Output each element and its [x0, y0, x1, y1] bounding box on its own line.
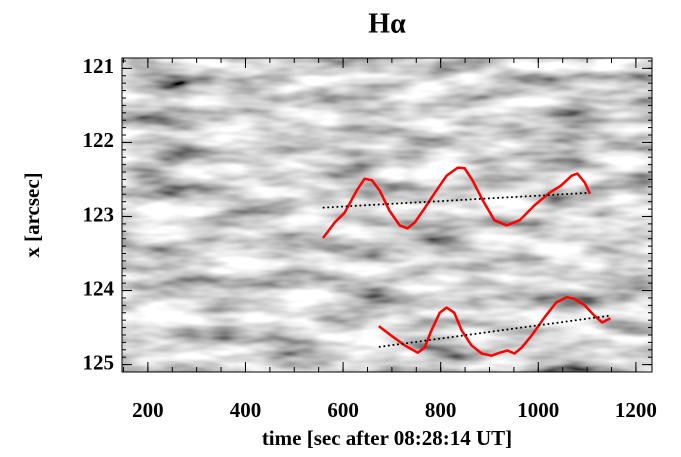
x-tick-label: 200 — [132, 398, 164, 422]
y-tick-label: 125 — [83, 350, 115, 374]
y-tick-label: 121 — [83, 54, 115, 78]
y-tick-label: 123 — [83, 202, 115, 226]
y-axis-label: x [arcsec] — [20, 172, 44, 257]
x-axis-label: time [sec after 08:28:14 UT] — [262, 426, 512, 450]
plot-frame — [121, 57, 653, 373]
data-line — [322, 166, 591, 239]
x-tick-label: 1200 — [615, 398, 657, 422]
x-tick-label: 1000 — [517, 398, 559, 422]
x-tick-label: 800 — [425, 398, 457, 422]
chart-title: Hα — [368, 8, 406, 39]
x-tick-label: 600 — [327, 398, 359, 422]
image-background — [122, 58, 652, 372]
y-tick-label: 122 — [83, 128, 115, 152]
data-line — [378, 295, 611, 357]
y-tick-label: 124 — [83, 276, 115, 300]
trend-line — [322, 191, 591, 209]
trend-line — [378, 314, 611, 348]
x-tick-label: 400 — [230, 398, 262, 422]
